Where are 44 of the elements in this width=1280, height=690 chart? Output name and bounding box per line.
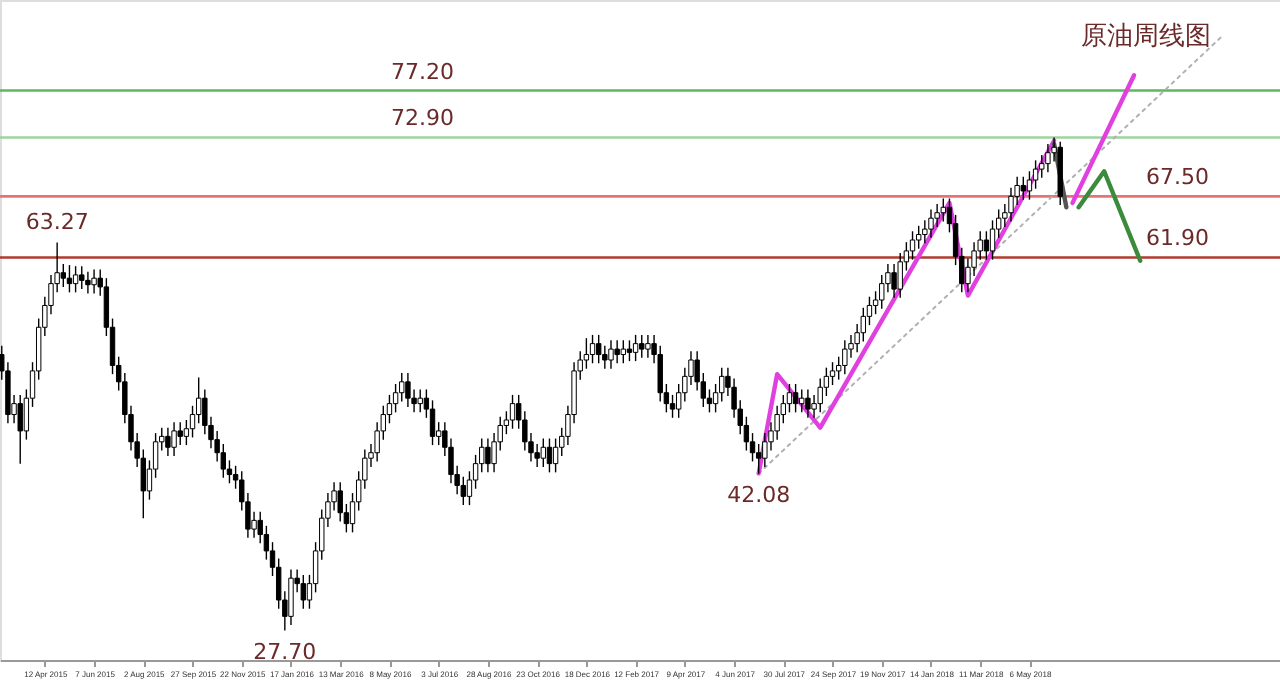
candlestick: [940, 197, 946, 223]
candlestick: [171, 421, 177, 457]
ref-line-label: 77.20: [390, 58, 454, 85]
ref-line-label: 72.90: [390, 105, 454, 132]
candlestick: [645, 334, 651, 359]
candlestick: [891, 263, 897, 299]
candlestick: [72, 265, 79, 294]
candlestick: [595, 334, 602, 364]
annotation: 42.08: [727, 481, 791, 508]
candlestick: [614, 339, 620, 364]
candlestick: [1045, 143, 1051, 174]
candlestick: [540, 437, 546, 468]
candlestick: [17, 394, 23, 465]
candlestick: [91, 268, 97, 295]
candlestick: [626, 339, 633, 362]
annotation: 63.27: [25, 208, 89, 235]
candlestick: [639, 334, 645, 359]
annotation: 27.70: [253, 638, 317, 665]
candlestick: [485, 437, 491, 474]
candlestick: [60, 263, 66, 288]
candlestick: [546, 437, 553, 474]
candlestick: [792, 383, 799, 414]
candlestick: [165, 426, 171, 457]
candlestick: [805, 388, 811, 419]
candlestick: [79, 265, 85, 290]
candlestick: [608, 339, 614, 370]
candlestick: [928, 208, 934, 239]
candlestick: [300, 574, 306, 610]
candlestick: [177, 421, 183, 446]
candlestick: [983, 230, 990, 261]
candlestick: [632, 334, 639, 362]
candlestick: [417, 388, 423, 414]
candlestick: [85, 270, 91, 295]
candlestick: [288, 568, 294, 626]
candlestick: [1020, 176, 1026, 201]
candlestick: [842, 339, 848, 375]
candlestick: [620, 339, 626, 364]
candlestick: [799, 388, 805, 414]
candlestick: [509, 394, 516, 430]
ref-line-label: 61.90: [1146, 225, 1210, 252]
text: 原油周线图: [1080, 22, 1211, 52]
candlestick: [405, 372, 411, 408]
ref-line-label: 67.50: [1146, 164, 1210, 191]
candlestick: [589, 334, 596, 364]
